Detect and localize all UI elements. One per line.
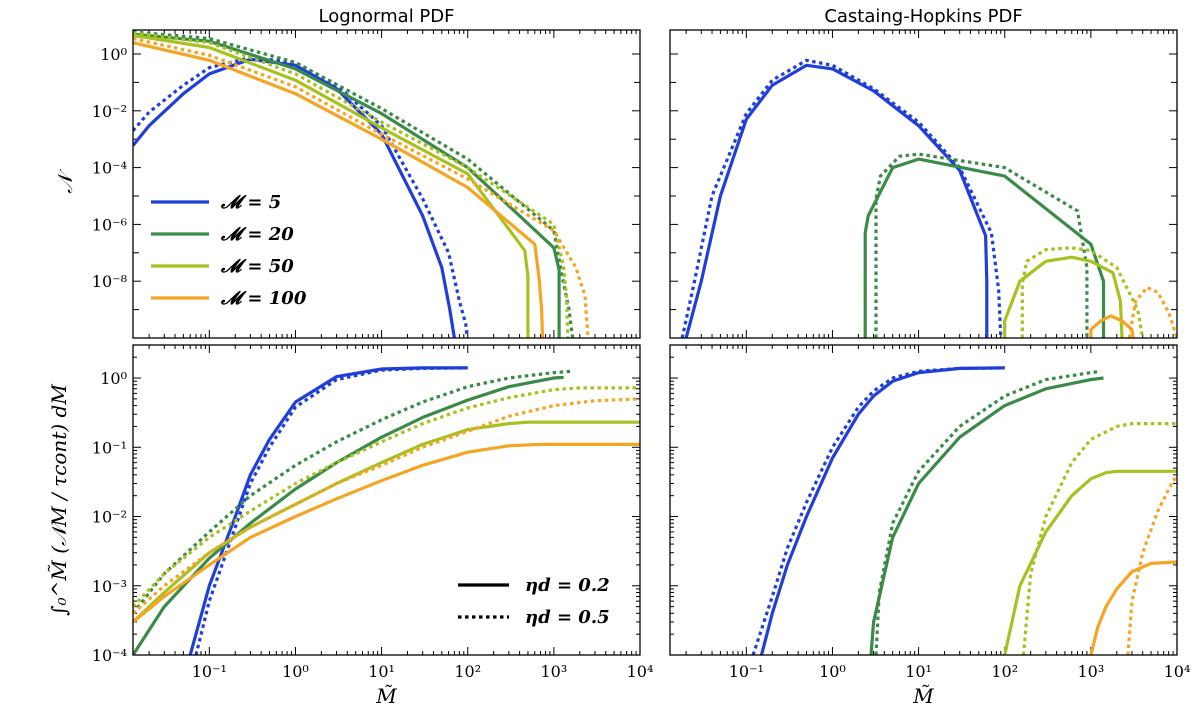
- panel-ticks: [133, 30, 641, 339]
- series-line-2: [133, 32, 561, 338]
- legend-label: 𝓜 = 20: [220, 224, 294, 245]
- y-tick-label: 10⁰: [100, 45, 127, 64]
- series-line-7: [133, 36, 590, 338]
- series-line-3: [874, 152, 1089, 338]
- panel-ticks: [670, 30, 1178, 339]
- series-group: [751, 366, 1177, 655]
- y-tick-label: 10⁻²: [92, 508, 127, 527]
- x-tick-label: 10⁻¹: [192, 662, 227, 681]
- x-axis-label: M̃: [375, 684, 397, 708]
- series-line-3: [133, 30, 575, 338]
- series-line-4: [133, 420, 640, 624]
- y-tick-label: 10⁻²: [92, 102, 127, 121]
- series-line-5: [133, 31, 570, 338]
- series-line-0: [759, 366, 1005, 655]
- y-tick-label: 10⁻¹: [92, 438, 127, 457]
- y-tick-label: 10⁻⁴: [92, 159, 127, 178]
- series-line-2: [133, 375, 564, 655]
- legend: 𝓜 = 5 𝓜 = 20 𝓜 = 50 𝓜 = 100: [151, 192, 307, 309]
- panel-title: Castaing-Hopkins PDF: [824, 6, 1022, 27]
- panel-bottom-right: 10⁻¹ 10⁰ 10¹ 10² 10³ 10⁴ M̃: [669, 344, 1191, 708]
- series-line-6: [1089, 314, 1135, 338]
- series-line-0: [684, 63, 989, 338]
- series-line-4: [133, 33, 530, 338]
- y-tick-label: 10⁻⁸: [92, 272, 127, 291]
- y-axis-label: ∫₀^M̃ (𝒩M / τcont) dM: [47, 384, 71, 616]
- y-axis-label: 𝒩: [53, 169, 77, 194]
- legend-label: ηd = 0.5: [525, 607, 610, 628]
- legend-label: 𝓜 = 5: [220, 192, 281, 213]
- y-tick-label: 10⁻⁴: [92, 646, 127, 665]
- panel-frame: [669, 29, 1178, 339]
- series-line-4: [1003, 255, 1124, 338]
- legend: ηd = 0.2 ηd = 0.5: [458, 575, 610, 628]
- x-tick-label: 10³: [540, 662, 567, 681]
- series-line-3: [874, 369, 1101, 655]
- y-tick-label: 10⁻⁶: [92, 215, 127, 234]
- series-group: [680, 58, 1177, 338]
- x-tick-label: 10⁰: [819, 662, 846, 681]
- x-tick-label: 10⁴: [1164, 662, 1191, 681]
- panel-bottom-left: 10⁰ 10⁻¹ 10⁻² 10⁻³ 10⁻⁴ 10⁻¹ 10⁰ 10¹ 10² 10³ 10⁴ M̃…: [47, 344, 654, 708]
- panel-ticks: [670, 344, 1178, 656]
- x-axis-label: M̃: [912, 684, 934, 708]
- legend-label: 𝓜 = 50: [220, 256, 294, 277]
- x-tick-label: 10⁻¹: [729, 662, 764, 681]
- series-line-7: [1127, 285, 1177, 338]
- x-tick-label: 10³: [1077, 662, 1104, 681]
- series-line-4: [1003, 469, 1177, 655]
- y-tick-label: 10⁻³: [92, 577, 127, 596]
- x-tick-label: 10⁰: [282, 662, 309, 681]
- series-line-7: [1126, 473, 1177, 655]
- x-tick-label: 10¹: [905, 662, 932, 681]
- legend-label: ηd = 0.2: [525, 575, 610, 596]
- series-line-2: [869, 376, 1104, 655]
- x-tick-label: 10²: [454, 662, 481, 681]
- panel-top-right: Castaing-Hopkins PDF: [669, 6, 1178, 339]
- series-line-6: [1089, 560, 1177, 655]
- panel-frame: [132, 344, 641, 656]
- x-tick-label: 10¹: [368, 662, 395, 681]
- panel-title: Lognormal PDF: [318, 6, 454, 27]
- series-line-6: [133, 442, 640, 624]
- series-line-0: [133, 57, 457, 338]
- series-line-0: [188, 366, 468, 655]
- legend-label: 𝓜 = 100: [220, 288, 307, 309]
- panel-frame: [669, 344, 1178, 656]
- panel-frame: [132, 29, 641, 339]
- x-tick-label: 10²: [991, 662, 1018, 681]
- x-tick-label: 10⁴: [627, 662, 654, 681]
- y-tick-label: 10⁰: [100, 369, 127, 388]
- series-line-1: [680, 58, 1003, 338]
- series-group: [133, 366, 640, 655]
- series-group: [133, 30, 590, 338]
- series-line-2: [863, 157, 1106, 338]
- series-line-6: [133, 41, 545, 338]
- series-line-5: [1021, 422, 1177, 655]
